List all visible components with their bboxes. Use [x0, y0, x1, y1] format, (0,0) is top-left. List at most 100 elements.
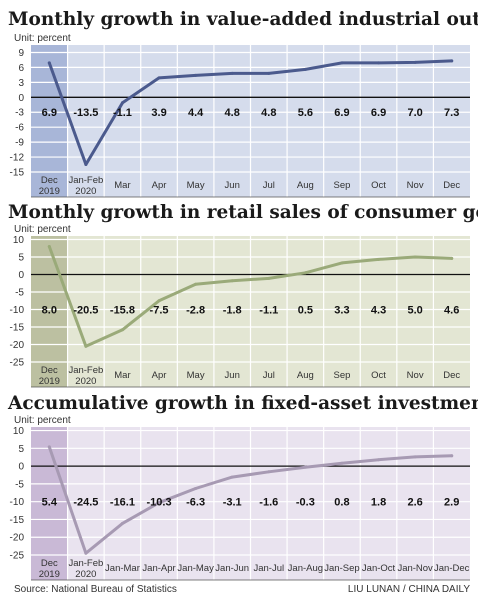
- data-point: [230, 71, 234, 75]
- data-point: [230, 475, 234, 479]
- y-tick-label: -25: [10, 358, 25, 369]
- chart-title: Monthly growth in retail sales of consum…: [8, 202, 478, 223]
- x-tick-label: Jan-Mar: [105, 563, 140, 574]
- y-tick-label: 10: [13, 235, 25, 246]
- data-label: -3.1: [223, 497, 242, 509]
- data-label: 5.4: [42, 497, 58, 509]
- data-label: 5.6: [298, 107, 313, 119]
- unit-label: Unit: percent: [14, 224, 71, 235]
- data-point: [157, 76, 161, 80]
- data-point: [230, 279, 234, 283]
- x-tick-label: Dec: [41, 175, 58, 186]
- y-tick-label: -15: [10, 323, 25, 334]
- data-point: [84, 344, 88, 348]
- data-label: 3.3: [334, 305, 349, 317]
- x-tick-label: Jun: [225, 180, 240, 191]
- series-line: [47, 245, 454, 348]
- data-label: 6.9: [42, 107, 57, 119]
- data-point: [84, 163, 88, 167]
- y-tick-label: 0: [18, 462, 24, 473]
- data-label: 4.3: [371, 305, 386, 317]
- data-label: -1.8: [223, 305, 242, 317]
- x-tick-label: Jan-Jun: [215, 563, 249, 574]
- x-tick-label: Jan-May: [177, 563, 214, 574]
- y-tick-label: -9: [15, 138, 24, 149]
- data-point: [303, 465, 307, 469]
- x-tick-label: Oct: [371, 370, 386, 381]
- y-tick-label: -25: [10, 551, 25, 562]
- data-point: [120, 328, 124, 332]
- data-label: -7.5: [150, 305, 169, 317]
- x-tick-label: Nov: [407, 180, 424, 191]
- data-label: -15.8: [110, 305, 135, 317]
- data-label: 6.9: [334, 107, 349, 119]
- x-tick-label: 2019: [39, 569, 60, 580]
- x-tick-label: Aug: [297, 370, 314, 381]
- x-tick-label: 2020: [75, 186, 96, 197]
- y-tick-label: 10: [13, 426, 25, 437]
- chart-panel-3: Accumulative growth in fixed-asset inves…: [7, 393, 478, 581]
- x-tick-label: Jan-Feb: [68, 365, 103, 376]
- data-point: [340, 261, 344, 265]
- y-tick-label: -6: [15, 123, 24, 134]
- y-tick-label: -5: [15, 479, 24, 490]
- data-point: [340, 461, 344, 465]
- data-label: -24.5: [73, 497, 98, 509]
- x-tick-label: Aug: [297, 180, 314, 191]
- x-tick-label: Apr: [152, 180, 167, 191]
- data-point: [120, 101, 124, 105]
- y-tick-label: 5: [18, 444, 24, 455]
- data-label: 1.8: [371, 497, 386, 509]
- data-point: [377, 458, 381, 462]
- data-label: 4.8: [261, 107, 276, 119]
- data-label: 2.6: [407, 497, 422, 509]
- y-tick-label: 5: [18, 253, 24, 264]
- x-tick-label: Dec: [41, 558, 58, 569]
- data-point: [303, 271, 307, 275]
- x-tick-label: Oct: [371, 180, 386, 191]
- data-point: [157, 501, 161, 505]
- data-point: [450, 256, 454, 260]
- x-tick-label: Jul: [263, 180, 275, 191]
- x-tick-label: Jan-Dec: [434, 563, 470, 574]
- data-point: [194, 282, 198, 286]
- data-point: [47, 445, 51, 449]
- series-line: [47, 59, 454, 166]
- y-tick-label: -15: [10, 515, 25, 526]
- data-label: -13.5: [73, 107, 98, 119]
- data-label: -1.1: [259, 305, 278, 317]
- data-point: [377, 61, 381, 65]
- data-label: -10.3: [147, 497, 172, 509]
- x-tick-label: Dec: [41, 365, 58, 376]
- data-label: 5.0: [407, 305, 422, 317]
- data-point: [84, 551, 88, 555]
- y-tick-label: -5: [15, 288, 24, 299]
- x-tick-label: Sep: [334, 370, 351, 381]
- y-tick-label: 0: [18, 270, 24, 281]
- x-tick-label: May: [187, 370, 205, 381]
- data-point: [413, 255, 417, 259]
- x-tick-label: Sep: [334, 180, 351, 191]
- data-label: -1.1: [113, 107, 132, 119]
- y-tick-label: -20: [10, 340, 25, 351]
- x-tick-label: Mar: [114, 180, 130, 191]
- unit-label: Unit: percent: [14, 415, 71, 426]
- data-label: 3.9: [151, 107, 166, 119]
- data-point: [450, 454, 454, 458]
- series-line: [47, 445, 454, 555]
- data-label: 7.0: [407, 107, 422, 119]
- chart-panel-2: Monthly growth in retail sales of consum…: [8, 202, 478, 388]
- x-tick-label: Jan-Nov: [397, 563, 433, 574]
- x-tick-label: Apr: [152, 370, 167, 381]
- data-point: [194, 487, 198, 491]
- data-point: [413, 60, 417, 64]
- data-label: -1.6: [259, 497, 278, 509]
- data-label: 7.3: [444, 107, 459, 119]
- y-tick-label: -3: [15, 108, 24, 119]
- x-tick-label: Jan-Apr: [142, 563, 175, 574]
- data-point: [340, 61, 344, 65]
- y-tick-label: -12: [10, 153, 25, 164]
- data-point: [47, 245, 51, 248]
- y-tick-label: 6: [18, 63, 24, 74]
